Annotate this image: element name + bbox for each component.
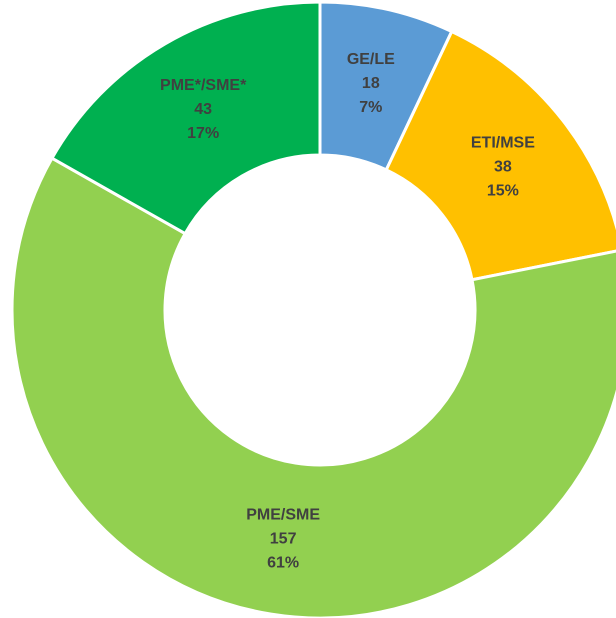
slice-label: ETI/MSE bbox=[471, 134, 535, 151]
slice-percent: 17% bbox=[187, 125, 219, 142]
slice-value: 18 bbox=[362, 75, 380, 92]
donut-slice bbox=[49, 0, 322, 236]
slice-value: 38 bbox=[494, 158, 512, 175]
slice-label: PME/SME bbox=[246, 506, 320, 523]
donut-slice bbox=[384, 29, 616, 282]
slice-percent: 7% bbox=[359, 99, 382, 116]
slice-percent: 15% bbox=[487, 182, 519, 199]
slice-value: 43 bbox=[194, 101, 212, 118]
slice-value: 157 bbox=[270, 530, 297, 547]
slice-label: PME*/SME* bbox=[160, 77, 247, 94]
slice-percent: 61% bbox=[267, 554, 299, 571]
slice-label: GE/LE bbox=[347, 51, 395, 68]
donut-slice bbox=[10, 156, 616, 618]
